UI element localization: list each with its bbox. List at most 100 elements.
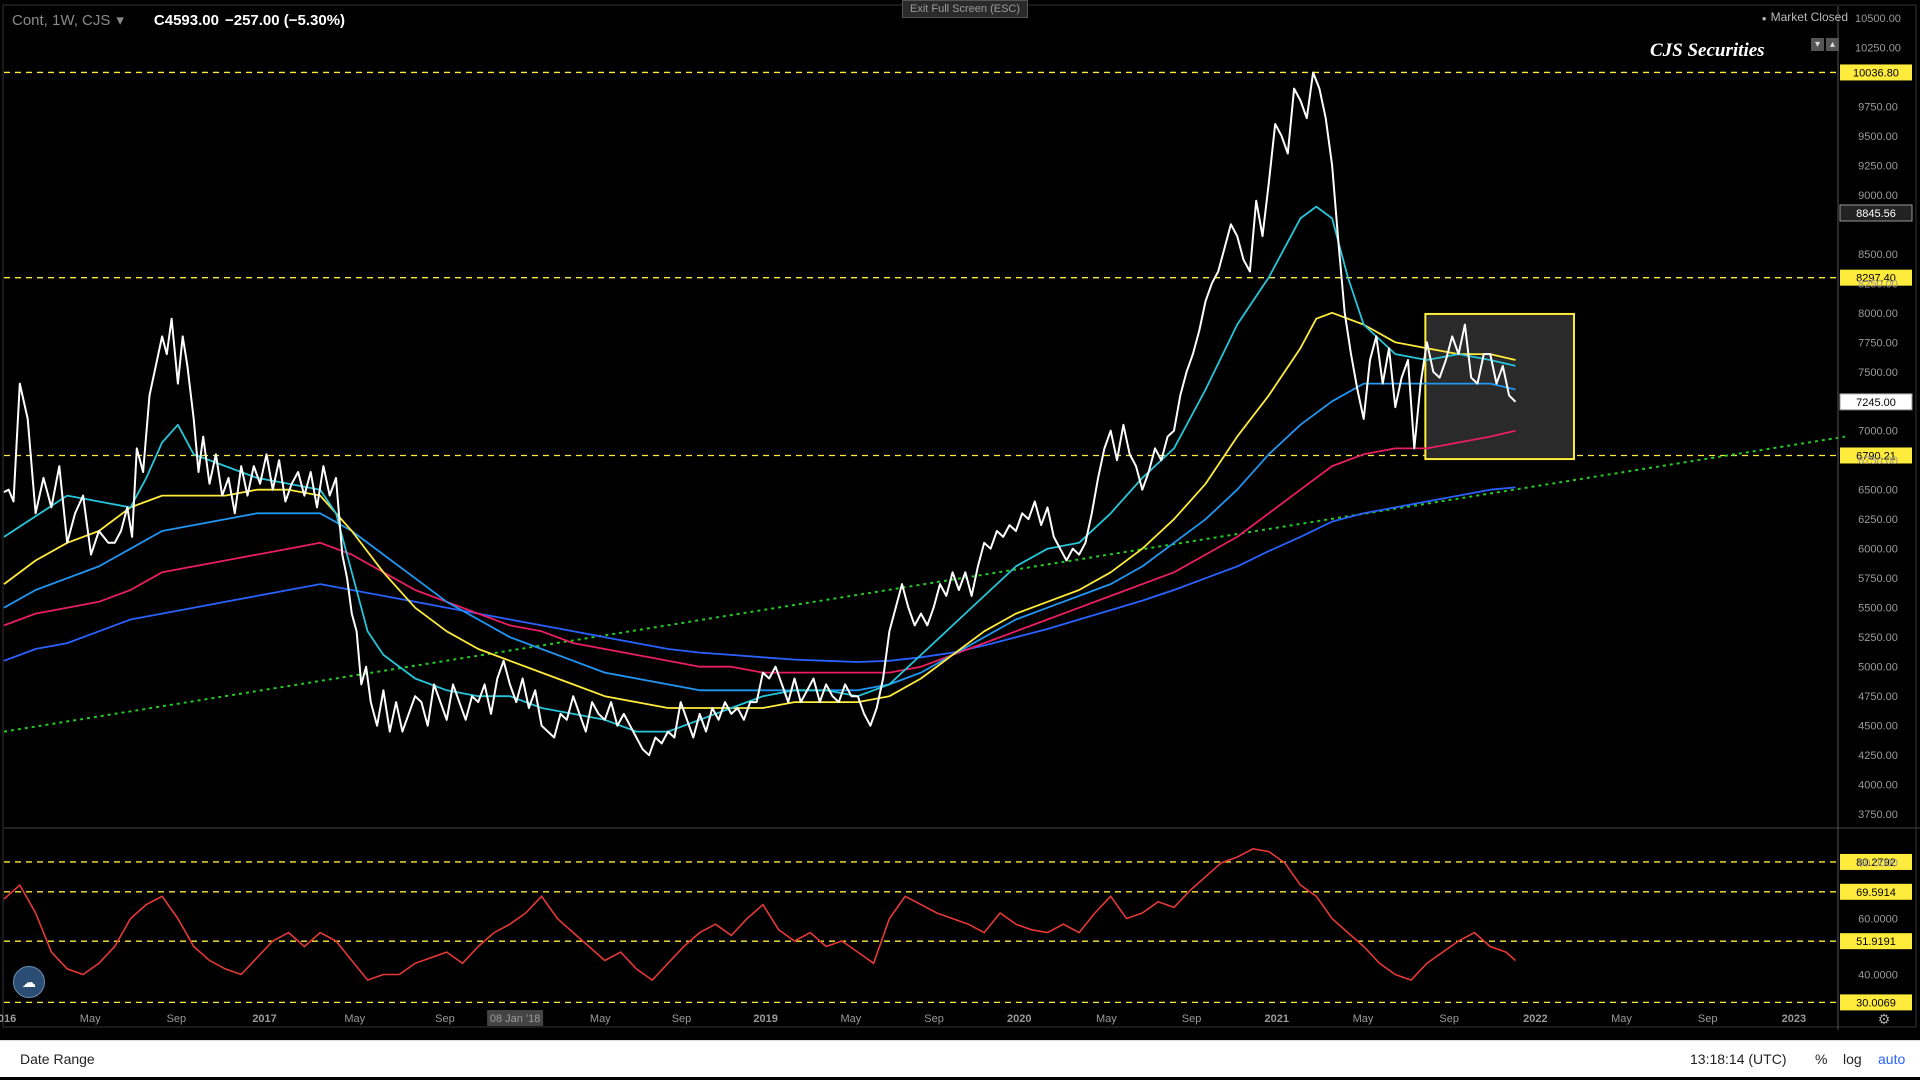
rsi-level-tag-label: 80.2792: [1856, 857, 1896, 869]
watermark: CJS Securities: [1650, 40, 1765, 61]
time-tick-label: Sep: [167, 1013, 187, 1025]
time-tick-label: Sep: [924, 1013, 944, 1025]
rsi-level-tag: [1840, 933, 1912, 950]
time-tick-label: May: [1096, 1013, 1117, 1025]
auto-toggle[interactable]: auto: [1878, 1051, 1906, 1067]
rsi-level-tag-label: 51.9191: [1856, 936, 1896, 948]
level-tag-label: 10036.80: [1853, 67, 1899, 79]
price-tick-label: 7500.00: [1858, 367, 1898, 379]
level-tag: [1840, 269, 1912, 286]
time-tick-label: 2017: [252, 1013, 276, 1025]
time-tick-label: May: [590, 1013, 611, 1025]
price-tick-label: 6250.00: [1858, 514, 1898, 526]
rsi-tick-label: 80.0000: [1858, 858, 1898, 870]
price-tick-label: 6000.00: [1858, 544, 1898, 556]
trendline: [3, 435, 1846, 733]
header-bar: Cont, 1W, CJS ▾ C4593.00 −257.00 (−5.30%…: [12, 8, 345, 32]
time-tick-label: 2019: [753, 1013, 777, 1025]
price-tick-label: 5750.00: [1858, 573, 1898, 585]
log-toggle[interactable]: log: [1843, 1051, 1862, 1067]
rsi-level-tag-label: 69.5914: [1856, 887, 1896, 899]
price-tick-label: 5250.00: [1858, 632, 1898, 644]
bottom-toolbar: Date Range 13:18:14 (UTC) % log auto: [0, 1040, 1920, 1077]
cloud-logo-icon[interactable]: ☁: [13, 966, 45, 998]
time-tick-label: Sep: [435, 1013, 455, 1025]
time-tick-label: 2016: [0, 1013, 16, 1025]
collapse-icon[interactable]: ▾: [1811, 38, 1824, 51]
price-tick-label: 7750.00: [1858, 337, 1898, 349]
rsi-level-tag: [1840, 994, 1912, 1011]
price-tick-label: 4750.00: [1858, 691, 1898, 703]
time-tick-label: Sep: [1182, 1013, 1202, 1025]
change-readout: −257.00 (−5.30%): [224, 11, 346, 29]
rsi-tick-label: 60.0000: [1858, 914, 1898, 926]
time-tick-label: May: [840, 1013, 861, 1025]
price-tick-label: 5000.00: [1858, 662, 1898, 674]
rsi-series-line: [3, 847, 1517, 982]
time-tick-label: Sep: [672, 1013, 692, 1025]
price-series-line: [3, 71, 1517, 757]
time-tick-label: Sep: [1439, 1013, 1459, 1025]
price-series-line: [3, 205, 1516, 733]
price-pane: [2, 4, 1920, 1028]
level-tag: [1840, 64, 1912, 81]
time-tick-label: 2023: [1782, 1013, 1806, 1025]
time-tick-label: May: [1353, 1013, 1374, 1025]
symbol-label[interactable]: Cont, 1W, CJS: [12, 11, 111, 29]
price-tick-label: 4250.00: [1858, 750, 1898, 762]
rsi-level-tag-label: 30.0069: [1856, 997, 1896, 1009]
rsi-level-tag: [1840, 883, 1912, 900]
series-lines: [3, 71, 1517, 982]
exit-fullscreen-button[interactable]: Exit Full Screen (ESC): [902, 0, 1028, 18]
price-series-line: [3, 382, 1516, 692]
utc-clock: 13:18:14 (UTC): [1690, 1051, 1787, 1067]
time-tick-label: 2020: [1007, 1013, 1031, 1025]
rsi-level-tag: [1840, 853, 1912, 870]
price-tick-label: 9000.00: [1858, 190, 1898, 202]
current-price-tag: [1839, 393, 1913, 411]
price-tick-label: 4500.00: [1858, 721, 1898, 733]
price-tick-label: 4000.00: [1858, 780, 1898, 792]
price-tick-label: 9500.00: [1858, 131, 1898, 143]
price-tick-label: 10250.00: [1855, 42, 1901, 54]
price-tick-label: 10500.00: [1855, 13, 1901, 25]
gear-icon[interactable]: ⚙: [1878, 1011, 1891, 1027]
level-tag: [1840, 447, 1912, 464]
maximize-icon[interactable]: ▴: [1826, 38, 1839, 51]
percent-toggle[interactable]: %: [1815, 1051, 1828, 1067]
price-tick-label: 8500.00: [1858, 249, 1898, 261]
level-tag-label: 6790.21: [1856, 451, 1896, 463]
current-price-tag: [1839, 204, 1913, 222]
price-tick-label: 9750.00: [1858, 101, 1898, 113]
current-price-label: 8845.56: [1856, 208, 1896, 220]
price-tick-label: 3750.00: [1858, 809, 1898, 821]
price-tick-label: 9250.00: [1858, 160, 1898, 172]
time-tick-label: May: [80, 1013, 101, 1025]
price-series-line: [3, 311, 1516, 709]
level-tag-label: 8297.40: [1856, 273, 1896, 285]
current-price-label: 7245.00: [1856, 397, 1896, 409]
date-range-button[interactable]: Date Range: [20, 1051, 95, 1067]
rsi-pane: [4, 861, 1838, 1004]
price-axis: 10036.80 8297.40 6790.21 80.2792 69.5914 51.9…: [1837, 6, 1913, 1030]
price-tick-label: 5500.00: [1858, 603, 1898, 615]
time-tick-label: May: [344, 1013, 365, 1025]
price-tick-label: 6500.00: [1858, 485, 1898, 497]
chevron-down-icon[interactable]: ▾: [116, 12, 124, 29]
price-series-line: [3, 429, 1516, 674]
crosshair-date-label: 08 Jan '18: [490, 1013, 540, 1025]
time-tick-label: 2021: [1265, 1013, 1289, 1025]
time-axis: 2016 May Sep 2017 May Sep 08 Jan '18 May Sep 2019…: [0, 1010, 1890, 1027]
price-tick-label: 8250.00: [1858, 278, 1898, 290]
time-tick-label: May: [1611, 1013, 1632, 1025]
crosshair-date-tag: [487, 1010, 544, 1026]
price-readout: C4593.00: [153, 11, 219, 29]
price-tick-label: 6750.00: [1858, 455, 1898, 467]
time-tick-label: 2022: [1523, 1013, 1547, 1025]
chart-frame: [2, 4, 1917, 1028]
price-tick-label: 7000.00: [1858, 426, 1898, 438]
rsi-tick-label: 40.0000: [1858, 969, 1898, 981]
price-series-line: [3, 486, 1516, 663]
price-tick-label: 8000.00: [1858, 308, 1898, 320]
